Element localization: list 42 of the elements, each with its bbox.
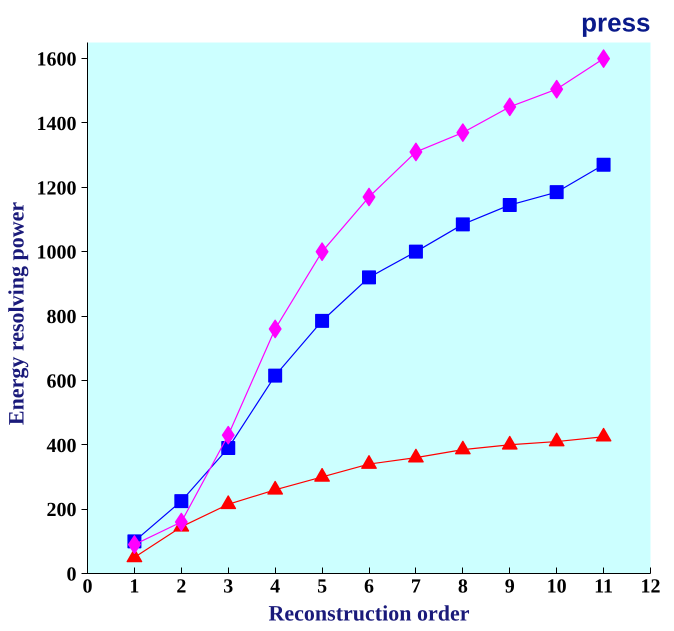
x-tick-label: 4 — [270, 576, 280, 598]
x-tick-label: 9 — [504, 576, 515, 598]
point — [550, 185, 564, 200]
x-tick-label: 2 — [176, 576, 186, 598]
x-tick-label: 5 — [317, 576, 328, 598]
x-tick-label: 3 — [223, 576, 234, 598]
point — [267, 480, 284, 495]
y-tick-label: 200 — [46, 499, 76, 522]
point — [502, 198, 517, 212]
y-tick-label: 400 — [46, 434, 76, 457]
point — [456, 217, 470, 232]
text: press — [581, 8, 651, 38]
x-tick-label: 6 — [364, 576, 374, 598]
y-tick-label: 800 — [46, 306, 76, 328]
point — [221, 440, 236, 455]
y-tick-label: 1000 — [36, 242, 76, 264]
point — [454, 440, 471, 454]
point — [361, 454, 377, 469]
y-axis-title: Energy resolving power — [4, 202, 28, 426]
point — [362, 270, 376, 284]
point — [268, 368, 282, 383]
x-axis-title: Reconstruction order — [268, 600, 470, 626]
x-tick-label: 12 — [640, 576, 660, 598]
y-tick-label: 1400 — [36, 112, 76, 135]
x-tick-label: 8 — [458, 576, 468, 598]
x-tick-label: 11 — [594, 576, 614, 598]
point — [548, 432, 565, 446]
point — [596, 158, 611, 172]
point — [220, 495, 236, 510]
x-tick-label: 1 — [129, 576, 140, 598]
point — [502, 436, 518, 450]
point — [408, 244, 423, 259]
point — [596, 428, 612, 442]
y-tick-label: 600 — [46, 370, 76, 392]
point — [314, 468, 330, 482]
y-tick-label: 1600 — [36, 48, 76, 71]
point — [315, 314, 330, 328]
point — [408, 448, 424, 462]
y-tick-label: 1200 — [36, 177, 76, 200]
x-tick-label: 0 — [82, 576, 92, 598]
x-tick-label: 7 — [410, 576, 421, 598]
x-tick-label: 10 — [546, 576, 567, 598]
